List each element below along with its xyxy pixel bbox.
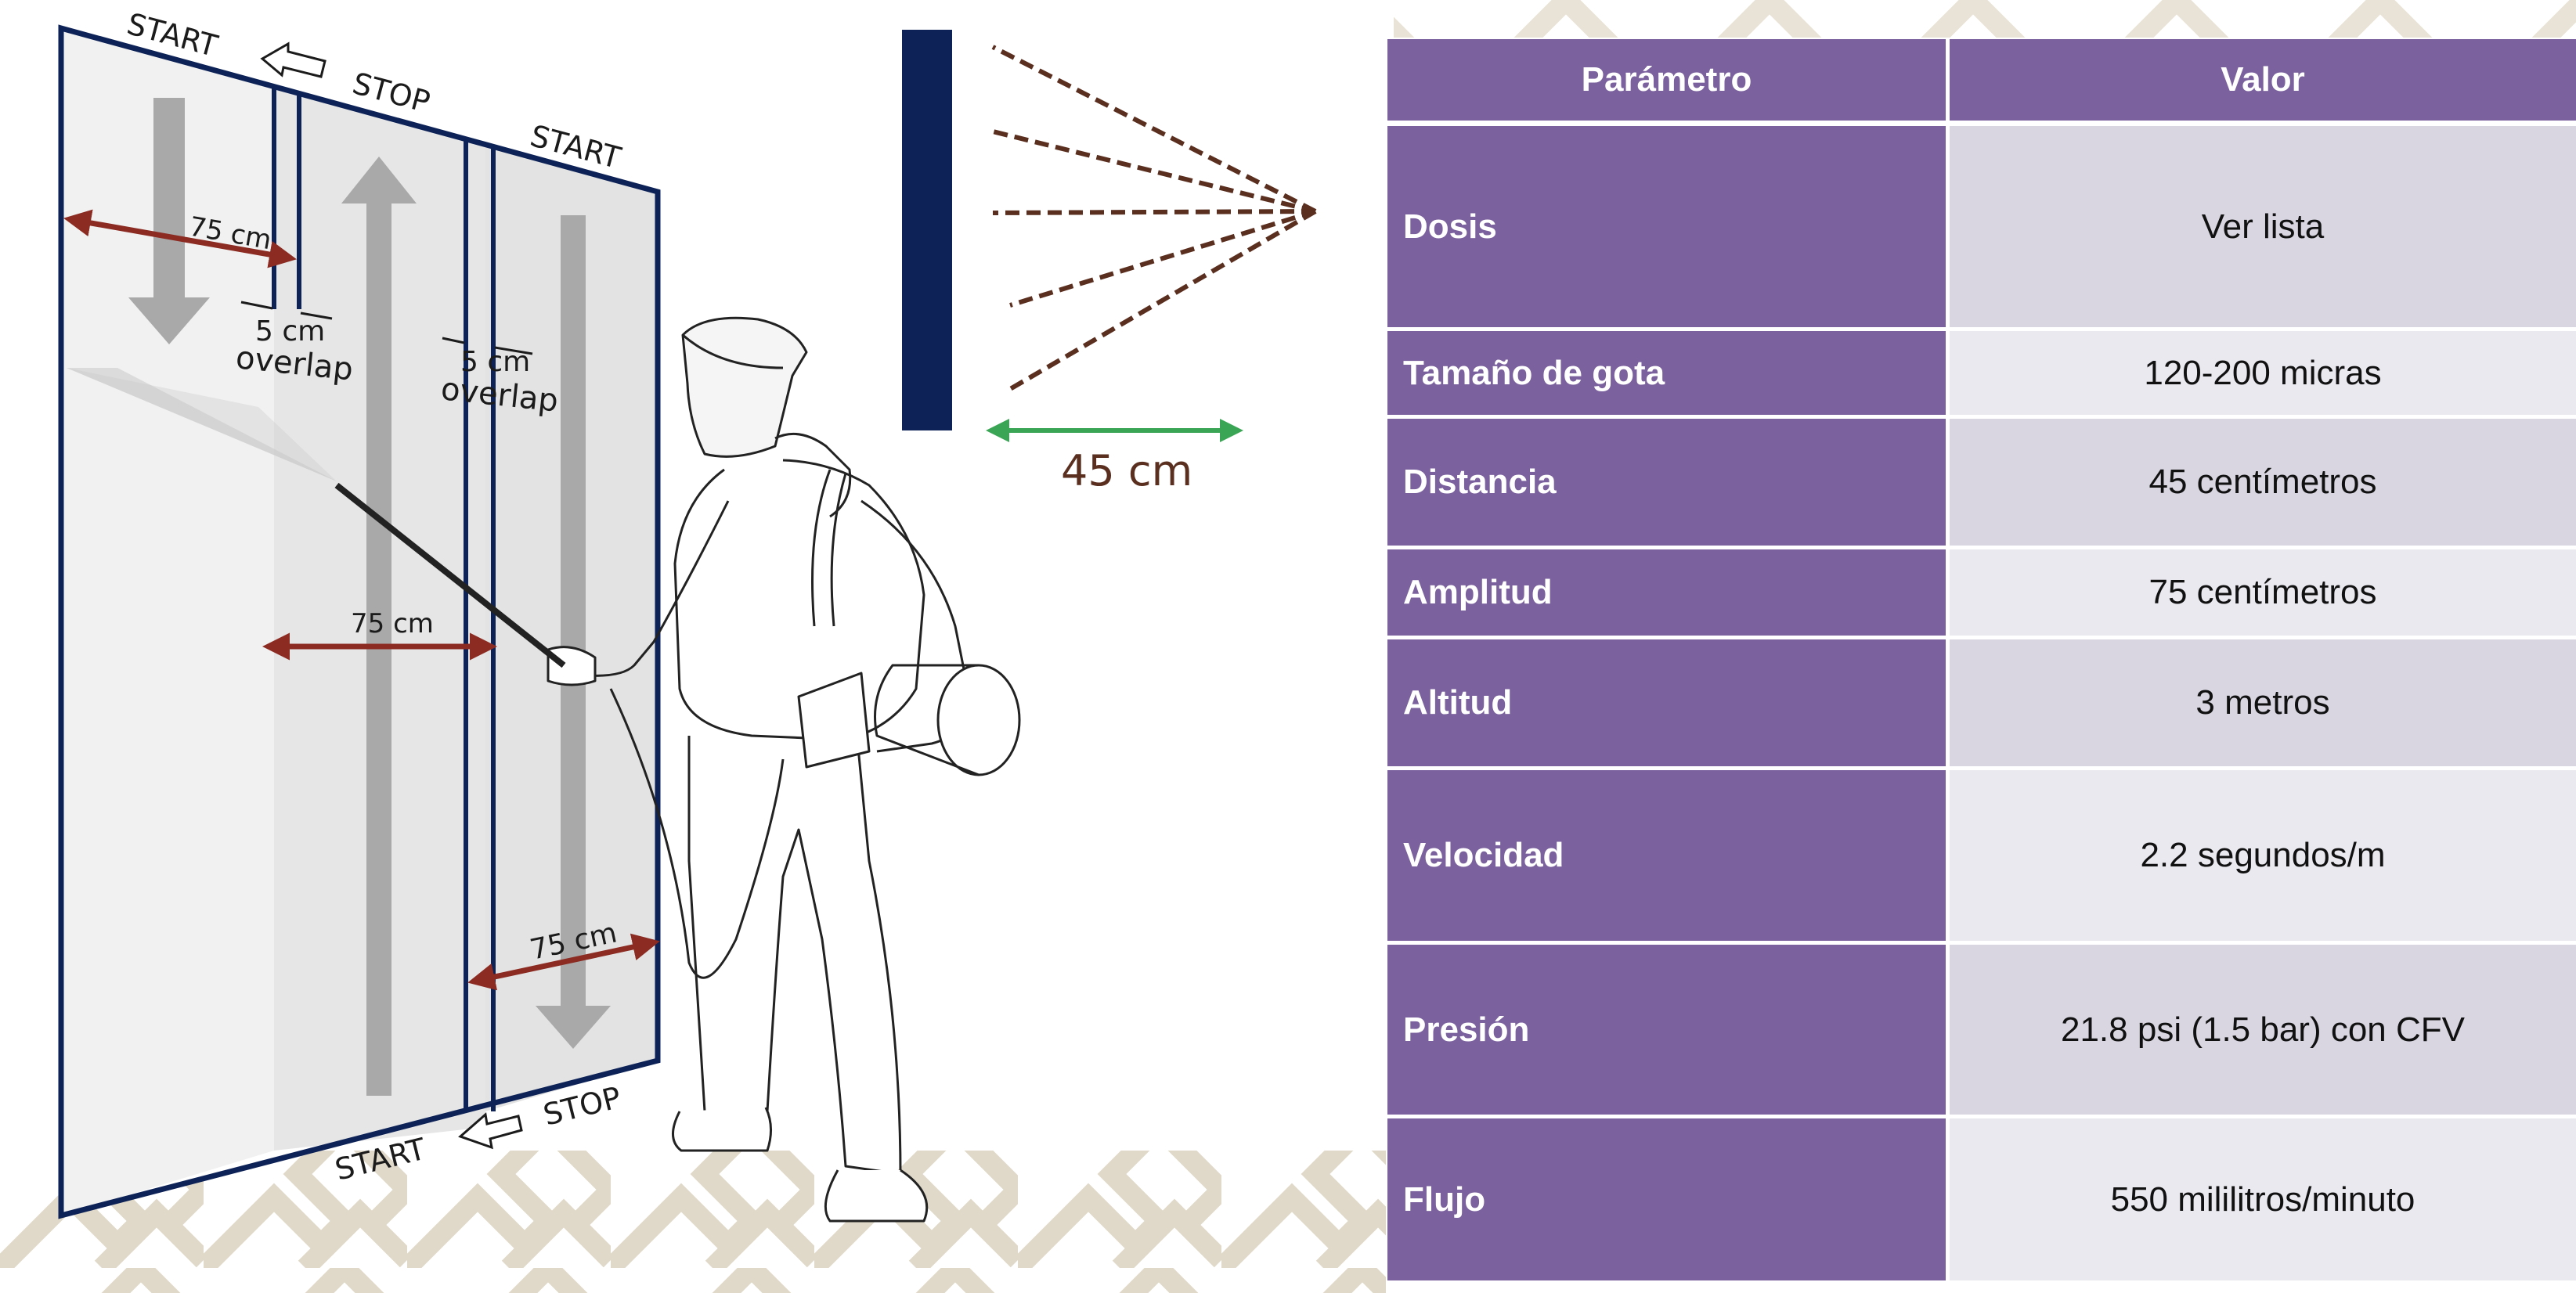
label-overlap-2-size: 5 cm [460,346,530,378]
left-arrow-icon-bottom [458,1112,523,1150]
face-shield [681,316,808,458]
torso [673,459,925,741]
hand [547,646,597,686]
strap [811,469,847,627]
fret-pattern-top [1394,0,2576,38]
param-value: 2.2 segundos/m [1950,770,2576,945]
down-arrow-2 [536,215,611,1049]
table-row: Velocidad 2.2 segundos/m [1387,770,2576,945]
left-arm [563,500,730,677]
param-name: Amplitud [1387,549,1950,639]
header-valor: Valor [1950,39,2576,126]
pump-gauge [797,672,871,769]
width-arrow-top [63,209,297,268]
boot-left [672,1107,772,1152]
table-row: Flujo 550 mililitros/minuto [1387,1118,2576,1284]
sprayer-tank [936,664,1021,776]
param-name: Dosis [1387,126,1950,331]
param-name: Altitud [1387,639,1950,770]
width-arrow-bottom [467,933,660,991]
hood [774,432,852,518]
param-name: Velocidad [1387,770,1950,945]
param-name: Distancia [1387,419,1950,549]
table-row: Tamaño de gota 120-200 micras [1387,331,2576,419]
label-width-middle: 75 cm [351,608,434,639]
up-arrow [341,157,417,1096]
table-row: Presión 21.8 psi (1.5 bar) con CFV [1387,945,2576,1118]
table-row: Distancia 45 centímetros [1387,419,2576,549]
param-value: 3 metros [1950,639,2576,770]
spray-wand [334,482,566,668]
table-row: Dosis Ver lista [1387,126,2576,331]
hose [609,688,785,979]
operator-illustration [334,316,1021,1223]
parameters-table: Parámetro Valor Dosis Ver lista Tamaño d… [1387,39,2576,1284]
left-arrow-icon [260,41,327,78]
param-name: Flujo [1387,1118,1950,1284]
distance-label: 45 cm [1061,446,1192,495]
legs [687,736,902,1176]
param-value: 21.8 psi (1.5 bar) con CFV [1950,945,2576,1118]
wall-panel [58,24,661,1219]
param-name: Tamaño de gota [1387,331,1950,419]
param-value: 120-200 micras [1950,331,2576,419]
spray-fan-lines [991,45,1317,394]
boot-right [824,1169,929,1223]
param-value: 550 mililitros/minuto [1950,1118,2576,1284]
label-overlap-1-size: 5 cm [255,315,325,348]
table-header-row: Parámetro Valor [1387,39,2576,126]
param-value: Ver lista [1950,126,2576,331]
table-row: Altitud 3 metros [1387,639,2576,770]
param-value: 45 centímetros [1950,419,2576,549]
header-parametro: Parámetro [1387,39,1950,126]
spray-cone [67,368,337,481]
surface-bar [902,30,952,430]
param-name: Presión [1387,945,1950,1118]
fret-pattern-bottom [0,1151,1386,1293]
param-value: 75 centímetros [1950,549,2576,639]
table-row: Amplitud 75 centímetros [1387,549,2576,639]
overlap-ticks [240,301,533,355]
